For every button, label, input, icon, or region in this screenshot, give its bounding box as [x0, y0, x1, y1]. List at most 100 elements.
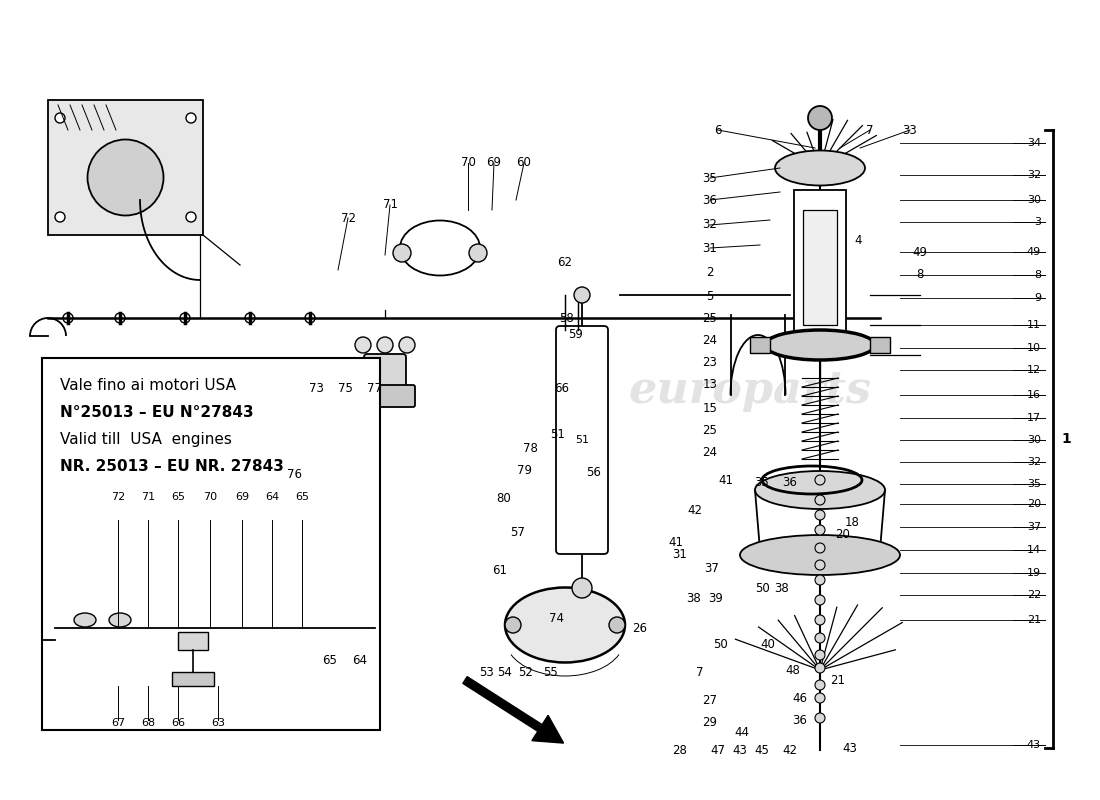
Text: 3: 3 — [1034, 217, 1041, 227]
Text: 43: 43 — [733, 743, 747, 757]
Text: 28: 28 — [672, 743, 688, 757]
Circle shape — [815, 595, 825, 605]
Text: 42: 42 — [782, 743, 797, 757]
Circle shape — [815, 510, 825, 520]
Text: N°25013 – EU N°27843: N°25013 – EU N°27843 — [60, 405, 254, 420]
Text: 57: 57 — [510, 526, 526, 538]
Text: 48: 48 — [785, 663, 801, 677]
Text: 75: 75 — [338, 382, 352, 394]
Text: 8: 8 — [1034, 270, 1041, 280]
Circle shape — [469, 244, 487, 262]
Text: 69: 69 — [486, 157, 502, 170]
Text: 37: 37 — [1027, 522, 1041, 532]
Bar — [48, 100, 204, 235]
Bar — [803, 210, 837, 325]
Text: 51: 51 — [575, 435, 589, 445]
Ellipse shape — [109, 613, 131, 627]
Text: 10: 10 — [1027, 343, 1041, 353]
Text: 31: 31 — [672, 549, 688, 562]
FancyBboxPatch shape — [556, 326, 608, 554]
Text: 21: 21 — [830, 674, 846, 686]
Text: 25: 25 — [703, 423, 717, 437]
Text: 73: 73 — [309, 382, 323, 394]
Text: 16: 16 — [1027, 390, 1041, 400]
Text: 65: 65 — [170, 492, 185, 502]
Text: 63: 63 — [211, 718, 226, 728]
Circle shape — [572, 578, 592, 598]
Text: Valid till  USA  engines: Valid till USA engines — [60, 432, 232, 447]
FancyArrow shape — [463, 677, 563, 743]
Circle shape — [815, 663, 825, 673]
Text: 50: 50 — [713, 638, 727, 651]
Text: 69: 69 — [235, 492, 249, 502]
Text: 18: 18 — [845, 515, 859, 529]
Text: 78: 78 — [522, 442, 538, 454]
Text: 59: 59 — [569, 329, 583, 342]
Text: 6: 6 — [714, 123, 722, 137]
Text: 49: 49 — [913, 246, 927, 258]
Text: 70: 70 — [202, 492, 217, 502]
Bar — [794, 190, 846, 340]
Text: 5: 5 — [706, 290, 714, 302]
Text: 44: 44 — [735, 726, 749, 739]
Text: 66: 66 — [170, 718, 185, 728]
Text: 60: 60 — [517, 157, 531, 170]
Circle shape — [815, 475, 825, 485]
Text: 33: 33 — [903, 123, 917, 137]
Text: 43: 43 — [843, 742, 857, 754]
Text: 26: 26 — [632, 622, 648, 634]
Text: 45: 45 — [755, 743, 769, 757]
Ellipse shape — [755, 471, 886, 509]
Text: 30: 30 — [1027, 195, 1041, 205]
Text: 36: 36 — [793, 714, 807, 726]
Circle shape — [815, 615, 825, 625]
Circle shape — [815, 650, 825, 660]
Text: 22: 22 — [1026, 590, 1041, 600]
Text: 31: 31 — [703, 242, 717, 254]
Text: europarts: europarts — [628, 369, 871, 411]
Circle shape — [55, 113, 65, 123]
Bar — [42, 358, 380, 730]
Text: 49: 49 — [1026, 247, 1041, 257]
Text: 38: 38 — [686, 591, 702, 605]
Text: 20: 20 — [1027, 499, 1041, 509]
Circle shape — [393, 244, 411, 262]
Text: Vale fino ai motori USA: Vale fino ai motori USA — [60, 378, 236, 393]
Text: 65: 65 — [322, 654, 338, 666]
Text: 51: 51 — [551, 429, 565, 442]
Circle shape — [815, 495, 825, 505]
Ellipse shape — [740, 535, 900, 575]
Circle shape — [505, 617, 521, 633]
Text: 32: 32 — [703, 218, 717, 231]
Circle shape — [815, 633, 825, 643]
Text: 25: 25 — [703, 311, 717, 325]
Text: 41: 41 — [669, 537, 683, 550]
Text: 61: 61 — [493, 563, 507, 577]
Text: 29: 29 — [703, 715, 717, 729]
Bar — [750, 337, 770, 353]
Circle shape — [180, 313, 190, 323]
Text: 79: 79 — [517, 463, 531, 477]
Text: 12: 12 — [1027, 365, 1041, 375]
Text: 9: 9 — [1034, 293, 1041, 303]
Text: 46: 46 — [792, 691, 807, 705]
Text: 67: 67 — [111, 718, 125, 728]
Text: 72: 72 — [341, 211, 355, 225]
Text: 14: 14 — [1027, 545, 1041, 555]
Bar — [172, 672, 214, 686]
Text: 36: 36 — [782, 475, 797, 489]
Text: 2: 2 — [706, 266, 714, 278]
Text: 62: 62 — [558, 255, 572, 269]
Text: 64: 64 — [352, 654, 367, 666]
Text: 65: 65 — [295, 492, 309, 502]
Text: 27: 27 — [703, 694, 717, 706]
Text: 53: 53 — [478, 666, 494, 678]
Circle shape — [815, 693, 825, 703]
Text: 52: 52 — [518, 666, 534, 678]
Text: 13: 13 — [703, 378, 717, 391]
Circle shape — [88, 139, 164, 215]
Text: 19: 19 — [1027, 568, 1041, 578]
Circle shape — [355, 337, 371, 353]
Text: 68: 68 — [141, 718, 155, 728]
Circle shape — [609, 617, 625, 633]
